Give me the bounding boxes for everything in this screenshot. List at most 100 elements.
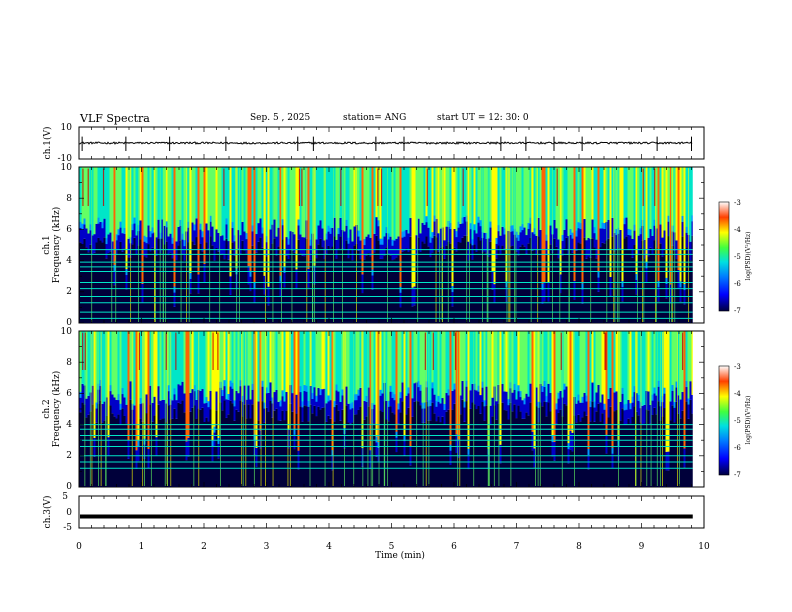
spectrogram-column-high [299, 331, 302, 388]
spectrogram-column-streak [653, 387, 656, 394]
spectrogram-column-streak [303, 385, 306, 392]
spectrogram-column-low [585, 258, 588, 323]
spectrogram-column-low [583, 411, 586, 487]
spectrogram-column-high [613, 331, 616, 393]
spectrogram-column-low [667, 236, 670, 323]
spectrogram-column-high [597, 167, 600, 274]
spectrogram-column-low [531, 250, 534, 323]
spectrogram-column-mid [373, 404, 376, 424]
spectrogram-column-high [91, 167, 94, 236]
ch1-spec-ytick-6: 6 [66, 225, 72, 235]
spectrogram-column-streak [611, 447, 614, 454]
spectrogram-column-low [425, 236, 428, 323]
spectrogram-column-mid [631, 398, 634, 418]
spectrogram-column-high [209, 331, 212, 391]
spectrogram-column-high [567, 331, 570, 445]
spectrogram-column-streak [173, 388, 176, 395]
spectrogram-column-mid [655, 395, 658, 415]
spectrogram-column-mid [121, 233, 124, 252]
spectrogram-column-high [333, 167, 336, 218]
spectrogram-column-mid [323, 388, 326, 408]
spectrogram-column-mid [333, 217, 336, 237]
spectrogram-column-low [665, 298, 668, 323]
spectrogram-column-mid [449, 224, 452, 244]
spectrogram-column-streak [505, 281, 508, 288]
spectrogram-column-low [295, 288, 298, 323]
spectrogram-column-mid [205, 398, 208, 418]
spectrogram-column-mid [385, 228, 388, 248]
spectrogram-hotspot [301, 168, 303, 206]
spectrogram-column-streak [297, 219, 300, 226]
spectrogram-column-mid [485, 234, 488, 254]
spectrogram-column-mid [435, 402, 438, 422]
spectrogram-column-streak [173, 286, 176, 293]
spectrogram-column-high [523, 167, 526, 228]
spectrogram-column-high [339, 331, 342, 403]
spectrogram-column-low [333, 236, 336, 323]
spectrogram-column-mid [663, 389, 666, 409]
spectrogram-column-high [269, 331, 272, 383]
spectrogram-column-high [363, 167, 366, 241]
spectrogram-column-high [291, 167, 294, 232]
spectrogram-column-streak [691, 215, 694, 222]
spectrogram-column-low [447, 409, 450, 487]
spectrogram-column-low [635, 411, 638, 487]
spectrogram-column-low [231, 403, 234, 487]
spectrogram-column-high [653, 331, 656, 390]
spectrogram-column-mid [101, 223, 104, 243]
spectrogram-column-low [629, 423, 632, 487]
spectrogram-column-mid [249, 272, 252, 292]
spectrogram-column-high [279, 331, 282, 403]
spectrogram-column-low [529, 402, 532, 487]
spectrogram-column-low [373, 252, 376, 323]
spectrogram-column-low [455, 251, 458, 323]
spectrogram-column-low [445, 411, 448, 487]
spectrogram-column-high [141, 167, 144, 284]
spectrogram-column-streak [637, 394, 640, 401]
spectrogram-column-low [217, 251, 220, 323]
spectrogram-column-mid [263, 404, 266, 423]
spectrogram-column-low [677, 413, 680, 487]
spectrogram-column-high [249, 331, 252, 400]
spectrogram-column-mid [595, 239, 598, 259]
spectrogram-column-mid [511, 226, 514, 246]
spectrogram-column-streak [149, 231, 152, 238]
spectrogram-column-mid [553, 219, 556, 239]
spectrogram-column-mid [607, 398, 610, 418]
spectrogram-column-low [201, 407, 204, 487]
spectrogram-column-mid [555, 404, 558, 424]
spectrogram-column-low [467, 260, 470, 323]
spectrogram-column-mid [197, 274, 200, 294]
spectrogram-column-mid [619, 401, 622, 421]
spectrogram-column-high [241, 331, 244, 398]
spectrogram-column-streak [469, 223, 472, 230]
spectrogram-column-mid [331, 451, 334, 471]
spectrogram-column-mid [339, 402, 342, 421]
spectrogram-column-high [581, 167, 584, 285]
spectrogram-column-low [79, 412, 82, 487]
spectrogram-column-high [645, 167, 648, 264]
spectrogram-column-mid [581, 284, 584, 304]
spectrogram-hotspot [102, 168, 105, 206]
spectrogram-column-mid [227, 395, 230, 415]
spectrogram-column-streak [683, 284, 686, 291]
spectrogram-column-mid [397, 405, 400, 424]
spectrogram-hotspot [165, 332, 167, 370]
spectrogram-column-high [207, 331, 210, 403]
spectrogram-column-high [125, 331, 128, 405]
spectrogram-column-mid [457, 223, 460, 242]
spectrogram-column-streak [575, 230, 578, 237]
spectrogram-column-mid [253, 283, 256, 303]
spectrogram-column-streak [371, 269, 374, 276]
ch2-cbar-tick-m5: -5 [734, 417, 741, 425]
spectrogram-column-streak [471, 239, 474, 246]
spectrogram-column-high [501, 167, 504, 227]
spectrogram-column-mid [531, 232, 534, 251]
x-tick-label-7: 7 [514, 542, 520, 552]
spectrogram-column-mid [503, 391, 506, 411]
spectrogram-column-low [343, 249, 346, 323]
spectrogram-column-mid [179, 221, 182, 241]
spectrogram-column-streak [99, 380, 102, 387]
spectrogram-column-high [541, 331, 544, 388]
spectrogram-column-mid [303, 386, 306, 406]
